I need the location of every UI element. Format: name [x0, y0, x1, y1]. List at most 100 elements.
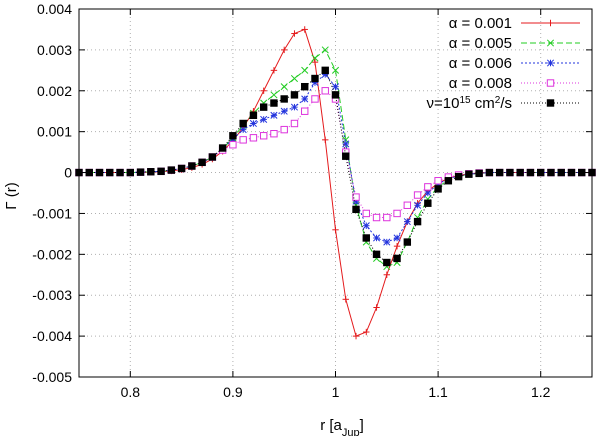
data-point [188, 162, 196, 170]
data-point [311, 95, 319, 103]
data-point [413, 217, 422, 226]
data-point [454, 172, 463, 181]
data-point [424, 189, 432, 197]
legend-label: α = 0.001 [449, 15, 512, 32]
data-point [342, 152, 350, 160]
data-point [516, 168, 524, 177]
y-tick-label: 0.003 [37, 42, 72, 58]
data-point [331, 91, 340, 99]
data-point [208, 153, 217, 161]
legend-item-3: α = 0.006 [449, 55, 580, 72]
legend-label: α = 0.006 [449, 55, 512, 72]
data-point [383, 238, 391, 246]
data-point [311, 74, 319, 83]
data-point [301, 26, 308, 33]
data-point [434, 185, 442, 193]
y-tick-label: -0.002 [32, 246, 72, 262]
legend: α = 0.001 α = 0.005 α = 0.006 α = 0.008 ν=10… [427, 15, 580, 112]
grid-layer [79, 9, 592, 377]
data-point [557, 168, 565, 177]
legend-marker [546, 59, 555, 67]
legend-item-4: α = 0.008 [449, 75, 580, 92]
data-point [352, 193, 360, 201]
data-point [311, 54, 319, 62]
x-tick-label: 1 [332, 384, 340, 400]
x-axis-title-end: ] [360, 417, 364, 434]
data-point [475, 169, 483, 178]
data-point [567, 168, 576, 177]
data-point [373, 304, 380, 311]
x-axis-title-main: r [a [320, 417, 342, 434]
data-point [270, 91, 278, 99]
y-tick-label: 0.004 [37, 1, 72, 17]
data-point [260, 115, 268, 123]
data-point [290, 103, 299, 111]
legend-label-mid: cm [471, 95, 495, 112]
series-line [79, 49, 592, 268]
x-axis-title-sub: Jup [342, 427, 360, 436]
data-point [362, 222, 370, 230]
data-point [506, 168, 514, 177]
data-point [331, 66, 340, 74]
series-4 [75, 87, 596, 222]
data-point [290, 74, 299, 83]
data-point [403, 201, 412, 209]
data-point [537, 168, 545, 177]
data-point [363, 328, 370, 336]
data-point [578, 168, 586, 177]
y-tick-label: -0.004 [32, 328, 72, 344]
legend-label: α = 0.005 [449, 35, 512, 52]
data-point [321, 66, 329, 75]
data-point [218, 144, 227, 152]
data-point [495, 168, 504, 177]
data-point [260, 87, 267, 94]
data-point [291, 30, 298, 37]
data-point [301, 66, 309, 74]
data-point [126, 168, 134, 177]
data-point [147, 168, 155, 176]
data-point [301, 95, 309, 103]
data-point [259, 103, 268, 111]
data-point [229, 141, 237, 149]
data-point [372, 250, 381, 259]
data-point [322, 136, 329, 144]
data-point [290, 91, 299, 99]
data-point [465, 170, 473, 178]
legend-label-end: /s [500, 95, 512, 112]
legend-label-main: ν=10 [427, 95, 460, 112]
legend-marker [546, 99, 555, 107]
data-point [526, 168, 535, 177]
legend-label-exp1: 15 [459, 95, 471, 106]
data-point [547, 168, 555, 177]
data-point [290, 119, 299, 128]
data-point [362, 234, 370, 242]
y-tick-label: -0.003 [32, 287, 72, 303]
data-point [413, 191, 422, 199]
data-point [239, 136, 247, 144]
legend-marker [546, 79, 555, 87]
series-2 [75, 46, 596, 271]
data-point [270, 111, 278, 119]
data-point [280, 107, 288, 115]
series-5 [75, 66, 596, 267]
x-axis-title: r [aJup] [320, 417, 364, 436]
data-point [393, 254, 401, 263]
data-point [85, 168, 93, 177]
series-line [79, 28, 592, 337]
data-point [372, 234, 381, 242]
y-tick-label: 0.001 [37, 124, 72, 140]
data-point [383, 271, 390, 278]
data-point [280, 125, 288, 134]
data-point [157, 167, 165, 176]
data-point [239, 126, 247, 134]
data-point [393, 209, 401, 218]
legend-item-2: α = 0.005 [449, 35, 580, 52]
y-axis-title: Γ (r) [3, 182, 20, 209]
data-point [106, 168, 114, 177]
data-point [239, 119, 247, 128]
data-point [444, 177, 453, 185]
legend-marker [546, 39, 555, 47]
x-tick-label: 0.8 [121, 384, 141, 400]
